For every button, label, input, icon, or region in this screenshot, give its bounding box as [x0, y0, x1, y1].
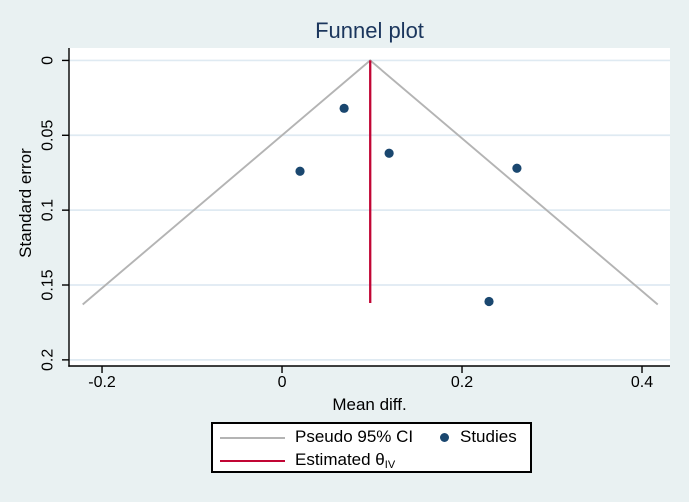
data-point: [512, 163, 522, 173]
pseudo-ci-line-swatch: [220, 437, 285, 440]
x-tick-label: -0.2: [88, 374, 116, 391]
y-tick-label: 0.15: [40, 269, 57, 300]
legend-label-estimated-subscript: IV: [384, 459, 396, 471]
x-axis-title: Mean diff.: [332, 395, 407, 414]
x-tick-label: 0: [278, 374, 287, 391]
studies-marker-swatch: [440, 433, 449, 442]
x-tick-label: 0.4: [631, 374, 653, 391]
legend: Pseudo 95% CI Studies Estimated θIV: [211, 422, 532, 473]
data-point: [484, 296, 494, 307]
y-tick-label: 0.2: [40, 349, 57, 371]
estimate-line-swatch: [220, 460, 285, 463]
data-point: [339, 103, 349, 113]
legend-label-pseudo-ci: Pseudo 95% CI: [295, 427, 414, 446]
y-tick-label: 0.05: [40, 120, 57, 151]
y-tick-label: 0.1: [40, 199, 57, 221]
legend-label-estimated: Estimated θIV: [295, 450, 396, 472]
y-axis-title: Standard error: [16, 148, 35, 258]
legend-label-studies: Studies: [460, 427, 517, 446]
data-point: [295, 166, 305, 176]
legend-label-estimated-prefix: Estimated θ: [295, 450, 385, 469]
data-point: [384, 148, 394, 158]
x-tick-label: 0.2: [451, 374, 473, 391]
chart-title: Funnel plot: [315, 18, 424, 43]
y-tick-label: 0: [40, 56, 57, 65]
